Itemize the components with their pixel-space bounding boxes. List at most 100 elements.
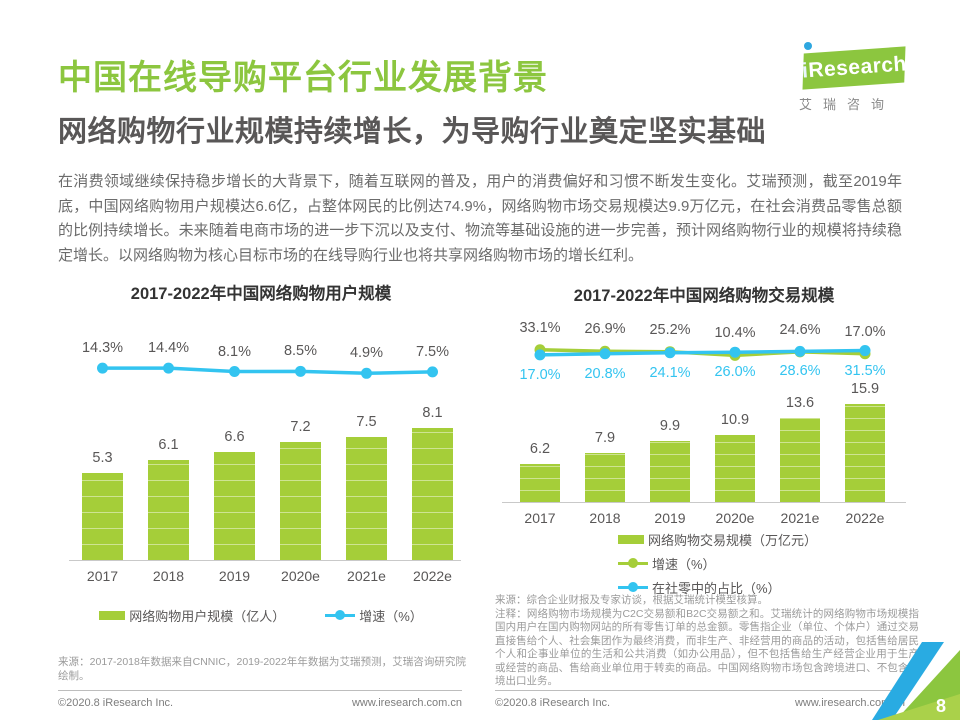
x-axis-label: 2017 [86,568,119,584]
bar-value-label: 9.9 [659,418,681,435]
x-axis-label: 2021e [347,568,386,584]
x-axis-label: 2021e [780,510,820,526]
x-axis-label: 2019 [218,568,251,584]
source-note-right: 来源：综合企业财报及专家访谈，根据艾瑞统计模型核算。 [495,594,768,606]
bar [82,473,123,560]
legend-item: 增速（%） [618,554,817,573]
line-dot [599,345,611,357]
intro-paragraph: 在消费领域继续保持稳步增长的大背景下，随着互联网的普及，用户的消费偏好和习惯不断… [58,173,902,264]
chart-title: 2017-2022年中国网络购物用户规模 [130,285,392,303]
line-value-label: 24.6% [779,321,821,338]
iresearch-logo: iResearch 艾瑞咨询 [795,42,915,112]
footer-left: ©2020.8 iResearch Inc. www.iresearch.com… [58,690,462,709]
logo-wordmark: iResearch [801,52,907,83]
line-dot [534,344,546,356]
line-dot [859,348,871,360]
x-axis-label: 2019 [654,510,686,526]
page-number: 8 [936,696,946,716]
line-dot [794,346,806,358]
x-axis-label: 2017 [524,510,556,526]
bar [214,452,255,560]
line-value-label: 14.4% [147,340,190,357]
chart-title: 2017-2022年中国网络购物交易规模 [573,287,835,305]
line-value-label: 17.0% [519,366,561,383]
website-link[interactable]: www.iresearch.com.cn [351,697,462,709]
bar-value-label: 6.2 [529,440,551,457]
legend-item: 网络购物交易规模（万亿元） [618,530,817,549]
legend-bar-swatch-icon [99,611,126,620]
bar [346,437,387,560]
bar [780,418,820,502]
logo-blue-dot-icon [804,42,812,50]
bar [845,404,885,502]
line-value-label: 8.5% [283,343,318,360]
line-value-label: 14.3% [81,340,124,357]
definition-note-right: 注释：网络购物市场规模为C2C交易额和B2C交易额之和。艾瑞统计的网络购物市场规… [495,607,919,688]
legend-line-swatch-icon [618,582,648,593]
line-dot [163,362,174,374]
line-path [102,366,433,376]
line-dot [361,367,372,379]
footer-right: ©2020.8 iResearch Inc. www.iresearch.com… [495,690,905,709]
legend-item: 增速（%） [325,606,423,625]
corner-decoration: 8 [872,642,960,720]
bar-value-label: 7.2 [290,419,311,436]
source-note-left: 来源：2017-2018年数据来自CNNIC，2019-2022年年数据为艾瑞预… [58,656,466,682]
x-axis-label: 2020e [281,568,320,584]
line-value-label: 31.5% [844,362,886,379]
bar-value-label: 13.6 [785,395,815,412]
x-axis-label: 2018 [152,568,185,584]
line-path [539,347,866,358]
logo-caption: 艾瑞咨询 [799,97,896,112]
line-dot [97,362,108,374]
bar-value-label: 6.1 [158,437,179,454]
bar [650,441,690,502]
line-dot [664,346,676,358]
bar-value-label: 15.9 [850,381,880,398]
x-axis-label: 2022e [845,510,885,526]
corner-lightgreen-triangle [878,694,960,720]
bar-value-label: 6.6 [224,429,245,446]
line-value-label: 8.1% [217,343,252,360]
line-value-label: 4.9% [349,345,384,362]
legend-item: 在社零中的占比（%） [618,578,817,597]
line-dot [794,345,806,357]
legend-bar-swatch-icon [618,535,644,544]
line-value-label: 25.2% [649,321,691,338]
line-value-label: 26.9% [584,321,626,338]
legend-label: 增速（%） [359,609,423,624]
line-dot [295,365,306,377]
line-dot [729,346,741,358]
line-dot [729,349,741,361]
chart-legend: 网络购物用户规模（亿人） 增速（%） [55,606,467,625]
legend-item: 网络购物用户规模（亿人） [99,606,285,625]
line-value-label: 24.1% [649,364,691,381]
line-dot [599,348,611,360]
legend-label: 在社零中的占比（%） [652,581,781,596]
legend-line-swatch-icon [618,558,648,569]
legend-line-swatch-icon [325,610,356,621]
bar [280,442,321,560]
x-axis-label: 2018 [589,510,621,526]
page-subtitle: 网络购物行业规模持续增长，为导购行业奠定坚实基础 [58,116,767,148]
bar-value-label: 8.1 [422,404,443,421]
logo-green-shape: iResearch [801,46,907,90]
bar [520,463,560,502]
page-title: 中国在线导购平台行业发展背景 [58,59,548,97]
line-path [539,348,866,357]
website-link[interactable]: www.iresearch.com.cn [794,697,905,709]
chart-user-scale: 2017-2022年中国网络购物用户规模 5.3 6.1 6.6 7.2 7.5 8.1 2… [55,270,467,628]
line-dot [534,349,546,361]
corner-blue-triangle [872,642,944,720]
line-value-label: 10.4% [714,325,756,342]
bar-value-label: 5.3 [92,450,113,467]
line-value-label: 26.0% [714,364,756,381]
bar-value-label: 7.9 [594,430,616,447]
legend-label: 增速（%） [652,557,716,572]
line-value-label: 7.5% [415,343,450,360]
line-dot [859,345,871,357]
line-dot [427,366,438,378]
line-value-label: 33.1% [519,319,561,336]
chart-legend: 网络购物交易规模（万亿元） 增速（%） 在社零中的占比（%） [618,530,817,597]
x-axis-line [502,502,906,503]
